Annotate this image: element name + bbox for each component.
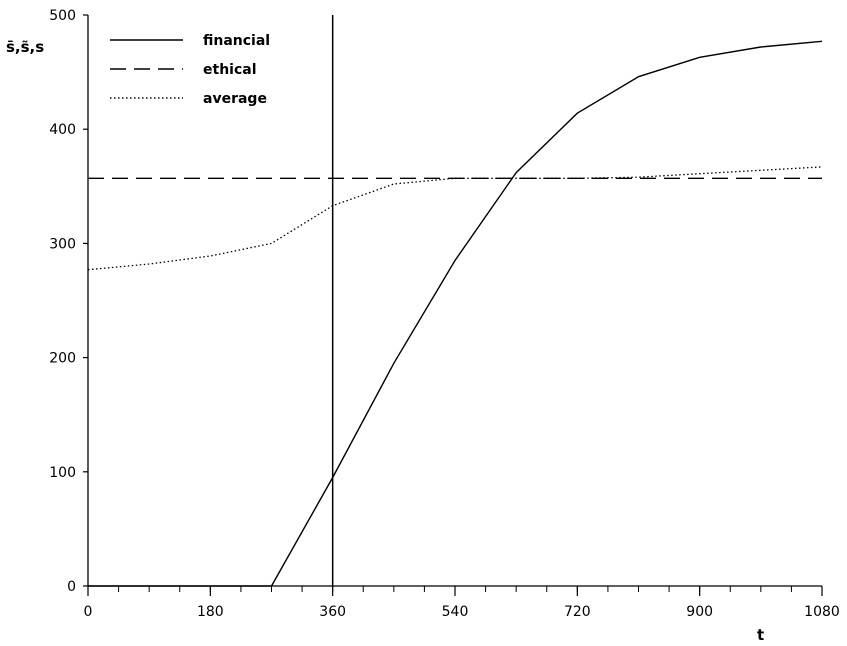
x-tick-label: 0 bbox=[84, 604, 93, 620]
legend-label-average: average bbox=[203, 91, 267, 107]
series-layer bbox=[87, 15, 823, 587]
legend-label-ethical: ethical bbox=[203, 62, 257, 78]
x-tick-label: 900 bbox=[686, 604, 713, 620]
y-axis-title: s̄,s̃,s bbox=[6, 38, 44, 56]
x-tick-label: 1080 bbox=[804, 604, 840, 620]
x-tick-label: 720 bbox=[564, 604, 591, 620]
y-tick-label: 100 bbox=[49, 465, 76, 481]
y-tick-label: 500 bbox=[49, 8, 76, 24]
axes: 0 100 200 300 400 500 0 180 360 540 720 900 1080 bbox=[49, 8, 840, 620]
y-tick-label: 200 bbox=[49, 351, 76, 367]
y-tick-label: 400 bbox=[49, 122, 76, 138]
series-line-financial bbox=[88, 40, 823, 587]
x-axis-title: t bbox=[757, 626, 764, 644]
x-tick-label: 360 bbox=[319, 604, 346, 620]
legend-label-financial: financial bbox=[203, 33, 270, 49]
legend: financial ethical average bbox=[110, 33, 270, 107]
series-line-average bbox=[87, 166, 823, 271]
y-tick-label: 0 bbox=[67, 579, 76, 595]
x-tick-label: 180 bbox=[197, 604, 224, 620]
y-tick-label: 300 bbox=[49, 236, 76, 252]
x-tick-label: 540 bbox=[442, 604, 469, 620]
